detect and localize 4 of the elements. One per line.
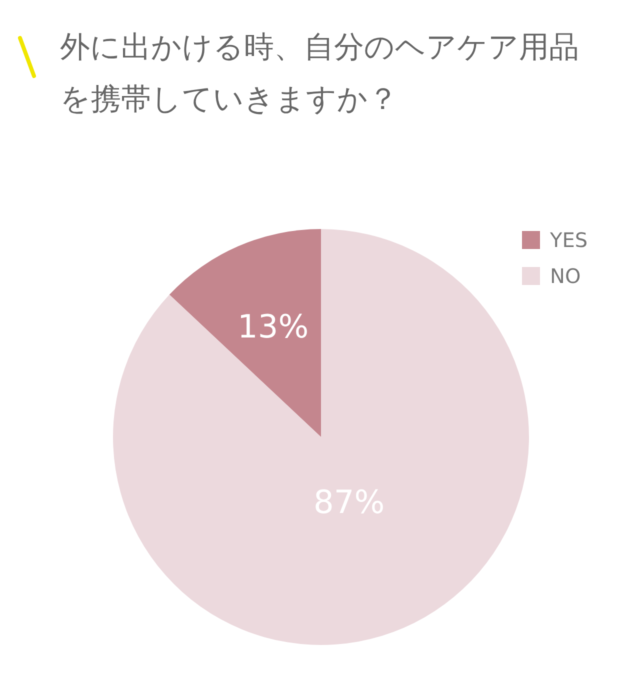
legend-label: YES: [549, 228, 588, 252]
chart-title: 外に出かける時、自分のヘアケア用品を携帯していきますか？: [60, 29, 580, 119]
legend-label: NO: [550, 264, 581, 288]
data-label: 13%: [238, 307, 309, 346]
